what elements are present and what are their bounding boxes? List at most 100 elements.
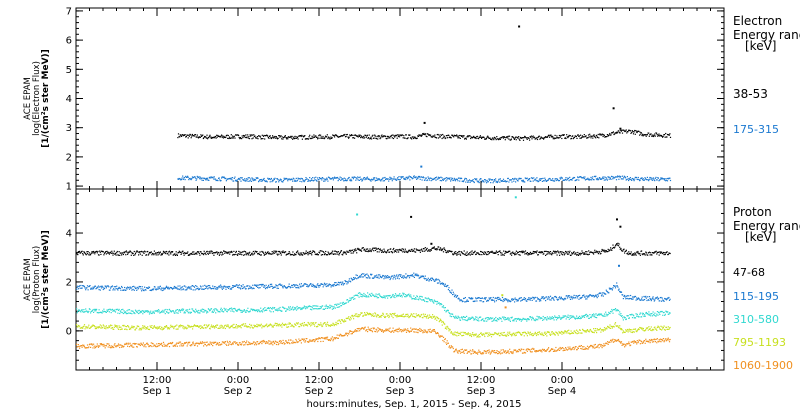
data-point xyxy=(233,307,236,310)
data-point xyxy=(256,251,258,253)
data-point xyxy=(293,178,295,180)
data-point xyxy=(555,137,557,139)
data-point xyxy=(627,315,629,317)
data-point xyxy=(591,179,593,181)
data-point xyxy=(374,249,377,251)
data-point xyxy=(133,312,135,314)
data-point xyxy=(476,180,478,182)
data-point xyxy=(184,326,186,328)
data-point xyxy=(224,324,226,327)
data-point xyxy=(307,138,310,140)
data-point xyxy=(461,135,463,137)
data-point xyxy=(480,316,482,318)
data-point xyxy=(98,254,100,256)
data-point xyxy=(265,284,267,286)
data-point xyxy=(577,251,579,254)
data-point xyxy=(660,296,662,299)
data-point xyxy=(102,326,104,329)
data-point xyxy=(652,177,655,179)
data-point xyxy=(474,300,476,302)
data-point xyxy=(404,294,406,296)
data-point xyxy=(534,320,536,322)
data-point xyxy=(85,287,87,289)
data-point xyxy=(149,325,151,327)
data-point xyxy=(526,177,528,179)
data-point xyxy=(396,274,398,276)
data-point xyxy=(130,254,132,256)
data-point xyxy=(557,317,559,320)
data-point xyxy=(662,314,664,316)
data-point xyxy=(216,288,219,290)
data-point xyxy=(209,328,211,330)
data-point xyxy=(348,280,350,282)
data-point xyxy=(307,180,309,182)
data-point xyxy=(487,181,489,183)
data-point xyxy=(243,179,245,182)
data-point xyxy=(325,250,327,253)
data-point xyxy=(315,176,317,178)
data-point xyxy=(77,310,79,313)
data-point xyxy=(561,251,563,253)
data-point xyxy=(280,179,282,181)
data-point xyxy=(85,310,87,312)
data-point xyxy=(242,284,244,286)
data-point xyxy=(662,300,664,302)
data-point xyxy=(288,306,290,308)
data-point xyxy=(420,295,422,298)
data-point xyxy=(455,253,457,255)
data-point xyxy=(360,135,362,137)
data-point xyxy=(151,325,153,327)
legend-title: Proton xyxy=(733,205,772,219)
data-point xyxy=(650,298,652,300)
data-point xyxy=(588,253,590,255)
data-point xyxy=(430,134,432,136)
data-point xyxy=(323,178,325,180)
data-point xyxy=(467,319,469,321)
data-point xyxy=(564,179,566,181)
data-point xyxy=(186,252,188,254)
data-point xyxy=(517,251,519,253)
data-point xyxy=(436,176,438,178)
data-point xyxy=(662,251,664,254)
data-point xyxy=(310,306,312,308)
data-point xyxy=(439,249,441,251)
data-point xyxy=(288,285,290,287)
data-point xyxy=(433,136,435,138)
data-point xyxy=(274,286,276,288)
data-point xyxy=(161,254,163,256)
data-point xyxy=(622,294,624,296)
data-point xyxy=(213,308,215,311)
data-point xyxy=(664,136,666,138)
data-point xyxy=(322,286,324,288)
data-point xyxy=(467,181,469,183)
data-point xyxy=(119,312,121,315)
data-point xyxy=(648,251,651,253)
data-point xyxy=(518,254,520,256)
data-point xyxy=(201,310,203,312)
data-point xyxy=(548,297,550,299)
data-point xyxy=(176,309,178,311)
data-point xyxy=(357,247,359,249)
data-point xyxy=(539,252,541,254)
data-point xyxy=(333,135,335,137)
data-point xyxy=(379,275,381,277)
data-point xyxy=(595,175,597,177)
data-point xyxy=(387,137,389,139)
data-point xyxy=(280,309,282,312)
data-point xyxy=(638,130,640,132)
data-point xyxy=(145,328,147,330)
data-point xyxy=(338,303,340,305)
data-point xyxy=(625,318,627,320)
data-point xyxy=(619,132,621,134)
data-point xyxy=(247,178,249,180)
data-point xyxy=(535,319,538,321)
data-point xyxy=(218,285,220,288)
data-point xyxy=(129,250,131,252)
data-point xyxy=(425,133,427,135)
data-point xyxy=(465,319,467,321)
data-point xyxy=(185,135,187,138)
data-point xyxy=(568,253,570,255)
data-point xyxy=(196,325,199,327)
data-point xyxy=(343,134,345,136)
data-point xyxy=(302,307,304,309)
